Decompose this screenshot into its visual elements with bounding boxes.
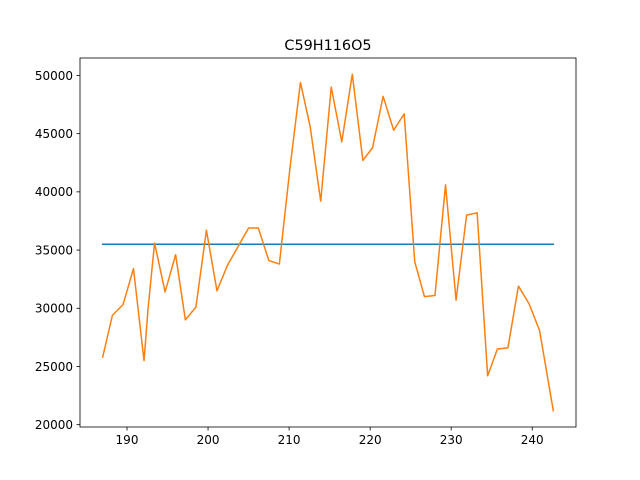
y-tick-label: 35000 [35,243,73,257]
axes-frame [79,57,577,428]
series-line-1 [101,73,555,412]
x-tick-label: 240 [521,433,544,447]
chart-title: C59H116O5 [284,38,371,54]
y-tick-label: 25000 [35,360,73,374]
y-tick-label: 45000 [35,127,73,141]
y-tick-label: 40000 [35,185,73,199]
y-tick-label: 20000 [35,418,73,432]
x-tick-label: 200 [197,433,220,447]
y-tick-label: 30000 [35,302,73,316]
y-tick-label: 50000 [35,69,73,83]
x-tick-label: 220 [359,433,382,447]
x-tick-label: 190 [116,433,139,447]
x-tick-label: 210 [278,433,301,447]
x-tick-label: 230 [440,433,463,447]
